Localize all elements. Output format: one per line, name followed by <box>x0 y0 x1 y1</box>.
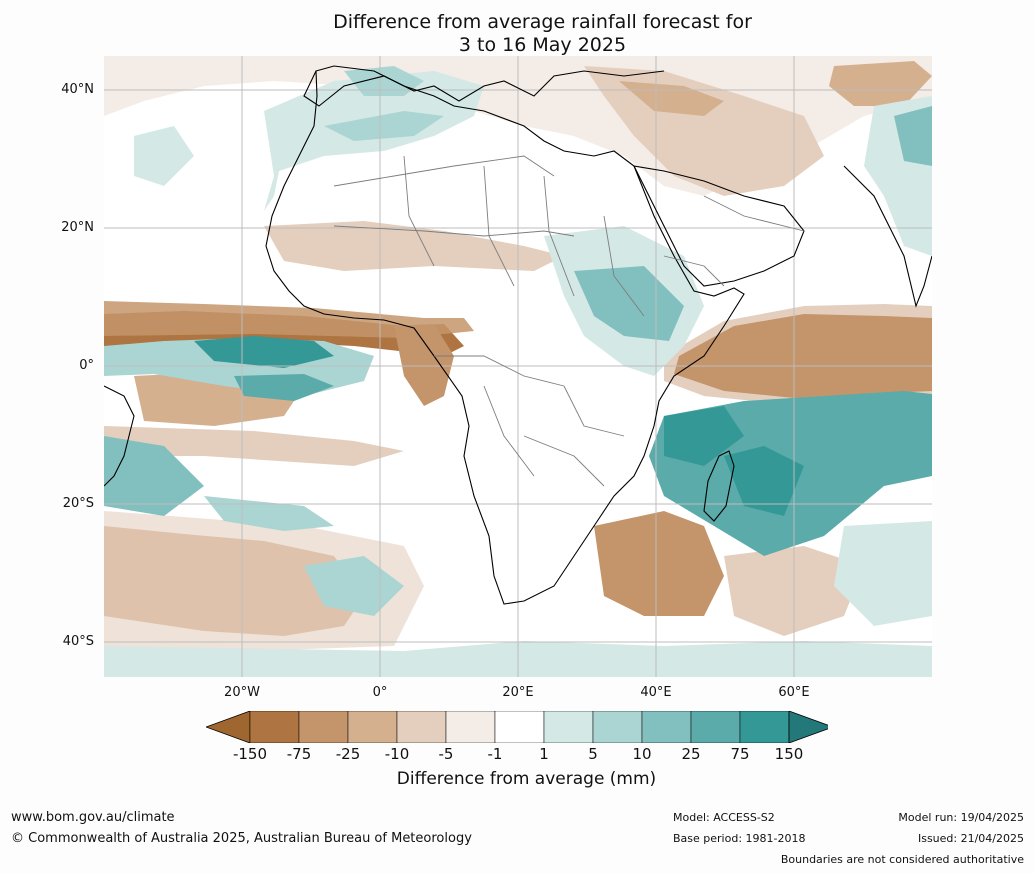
footer-website: www.bom.gov.au/climate <box>11 810 175 825</box>
anomaly-west-africa-brown <box>104 301 474 338</box>
colorbar-segment <box>641 711 692 743</box>
colorbar-tick: -1 <box>487 745 503 763</box>
colorbar-extend-low <box>206 711 251 743</box>
colorbar-tick: 150 <box>774 745 804 763</box>
anomaly-congo-brown <box>394 324 454 406</box>
colorbar-segment <box>592 711 643 743</box>
anomaly-south-atlantic-teal-2 <box>304 556 404 616</box>
anomaly-equatorial-atlantic-teal <box>234 374 334 401</box>
colorbar <box>206 711 828 743</box>
colorbar-segment <box>494 711 545 743</box>
lat-label-0: 0° <box>79 358 94 373</box>
lon-label-20e: 20°E <box>502 685 534 700</box>
lat-label-40n: 40°N <box>61 82 94 97</box>
footer-disclaimer: Boundaries are not considered authoritat… <box>780 853 1024 866</box>
anomaly-atlantic-north-teal <box>134 126 194 186</box>
coastlines <box>104 65 932 605</box>
anomaly-south-atlantic-teal <box>204 496 334 531</box>
anomaly-india-teal <box>894 106 932 166</box>
lat-label-40s: 40°S <box>62 634 94 649</box>
colorbar-tick: -25 <box>335 745 361 763</box>
anomaly-madagascar-dark-teal <box>724 446 804 516</box>
colorbar-segment <box>690 711 741 743</box>
colorbar-segment <box>543 711 594 743</box>
anomaly-southern-light-tan <box>104 511 424 656</box>
footer-copyright: © Commonwealth of Australia 2025, Austra… <box>11 831 472 846</box>
colorbar-label: Difference from average (mm) <box>396 769 657 789</box>
colorbar-segment <box>739 711 790 743</box>
colorbar-segment <box>298 711 349 743</box>
anomaly-iberia-teal <box>344 66 424 96</box>
lat-label-20s: 20°S <box>62 496 94 511</box>
anomaly-central-asia-tan <box>829 61 932 106</box>
footer-base-period: Base period: 1981-2018 <box>673 832 806 845</box>
anomaly-algeria-teal <box>324 111 444 141</box>
anomaly-mozambique-dark-teal <box>664 406 744 466</box>
colorbar-segment <box>396 711 447 743</box>
map-title-line1: Difference from average rainfall forecas… <box>333 11 752 33</box>
anomaly-south-indian-brown <box>594 511 724 616</box>
anomaly-brazil-teal <box>104 436 204 516</box>
colorbar-tick: 75 <box>730 745 750 763</box>
anomaly-south-atlantic-light-tan <box>104 426 404 466</box>
footer-model: Model: ACCESS-S2 <box>673 811 775 824</box>
anomaly-indian-ocean-brown <box>674 314 932 398</box>
colorbar-segment <box>347 711 398 743</box>
lon-label-60e: 60°E <box>778 685 810 700</box>
colorbar-tick: 25 <box>681 745 701 763</box>
colorbar-tick: -150 <box>232 745 268 763</box>
anomaly-sahel-tan <box>264 221 564 271</box>
lon-label-20w: 20°W <box>224 685 260 700</box>
colorbar-segment <box>445 711 496 743</box>
anomaly-far-south-indian-teal <box>834 521 932 626</box>
anomaly-equatorial-atlantic-dark-teal <box>194 336 334 368</box>
colorbar-tick: -10 <box>384 745 410 763</box>
footer-issued: Issued: 21/04/2025 <box>917 832 1024 845</box>
map-title-line2: 3 to 16 May 2025 <box>458 34 627 56</box>
colorbar-tick: 5 <box>588 745 598 763</box>
colorbar-extend-high <box>788 711 828 743</box>
map-gridlines <box>104 56 932 677</box>
lon-label-40e: 40°E <box>640 685 672 700</box>
lon-label-0: 0° <box>372 685 388 700</box>
footer-model-run: Model run: 19/04/2025 <box>898 811 1024 824</box>
lat-label-20n: 20°N <box>61 220 94 235</box>
colorbar-tick: 10 <box>632 745 652 763</box>
colorbar-tick: -5 <box>438 745 454 763</box>
colorbar-segment <box>249 711 300 743</box>
rainfall-anomaly-map <box>104 56 932 677</box>
country-borders <box>333 155 805 487</box>
colorbar-tick: 1 <box>539 745 549 763</box>
colorbar-tick: -75 <box>286 745 312 763</box>
